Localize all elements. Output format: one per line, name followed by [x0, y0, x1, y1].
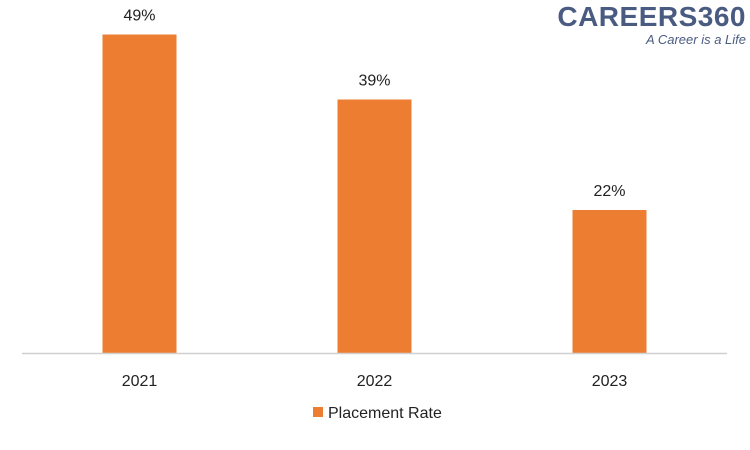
legend-swatch	[313, 407, 323, 417]
brand-name: CAREERS360	[557, 1, 746, 32]
bar-2022	[337, 99, 412, 353]
legend-label: Placement Rate	[328, 405, 442, 422]
data-label-2022: 39%	[358, 73, 390, 90]
x-tick-label-2022: 2022	[357, 373, 393, 390]
data-label-2023: 22%	[593, 183, 625, 200]
x-tick-label-2023: 2023	[592, 373, 628, 390]
brand-tagline: A Career is a Life	[645, 32, 746, 47]
bar-2021	[102, 34, 177, 353]
data-labels-layer: 49% 39% 22%	[123, 8, 625, 201]
data-label-2021: 49%	[123, 8, 155, 25]
x-tick-labels: 2021 2022 2023	[122, 373, 628, 390]
bars-layer	[102, 34, 647, 353]
bar-2023	[572, 210, 647, 353]
brand-logo: CAREERS360 A Career is a Life	[557, 1, 746, 47]
legend: Placement Rate	[313, 405, 442, 422]
x-tick-label-2021: 2021	[122, 373, 158, 390]
